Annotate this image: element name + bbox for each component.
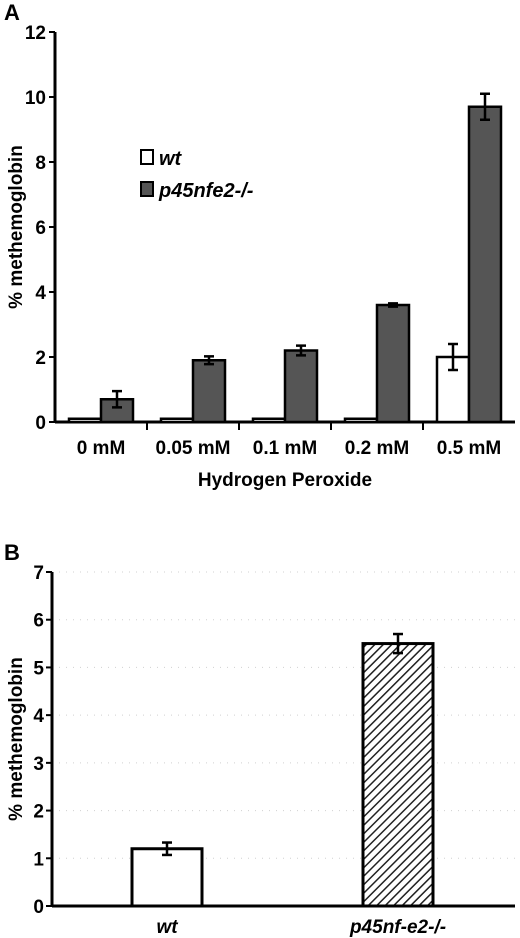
y-tick-label: 2 <box>33 802 44 823</box>
y-tick-label: 0 <box>35 413 46 434</box>
x-category-label: 0.5 mM <box>437 438 501 459</box>
x-category-label: p45nf-e2-/- <box>349 917 446 938</box>
x-category-label: 0.2 mM <box>345 438 409 459</box>
panel-b-chart: 0 1 2 3 4 5 6 7 wt p45nf-e2-/- % methemoglobin <box>6 563 515 938</box>
bar-p45nf-e2 <box>361 642 435 908</box>
bar-p45nfe2 <box>191 359 227 424</box>
x-category-label: 0.1 mM <box>253 438 317 459</box>
x-category-label: 0.05 mM <box>156 438 231 459</box>
bar-wt <box>67 417 103 424</box>
y-tick-label: 0 <box>33 897 44 918</box>
bar-p45nfe2 <box>375 303 411 424</box>
bar-wt <box>130 847 204 908</box>
bar-p45nfe2 <box>283 349 319 424</box>
y-tick-label: 12 <box>25 23 46 44</box>
x-category-label: 0 mM <box>77 438 126 459</box>
legend-swatch-p45nfe2 <box>140 181 154 197</box>
y-tick-label: 7 <box>33 563 44 584</box>
y-tick-label: 5 <box>33 658 44 679</box>
bar-wt <box>251 417 287 424</box>
y-axis-title: % methemoglobin <box>6 145 27 309</box>
legend-label-p45nfe2: p45nfe2-/- <box>158 180 254 202</box>
x-axis-title: Hydrogen Peroxide <box>198 470 372 491</box>
y-tick-label: 1 <box>33 849 44 870</box>
bar-p45nfe2 <box>467 105 503 424</box>
y-tick-label: 8 <box>35 153 46 174</box>
y-tick-label: 2 <box>35 348 46 369</box>
y-axis-title: % methemoglobin <box>6 657 27 821</box>
panel-b-letter: B <box>4 540 20 565</box>
panel-a-chart: 0 2 4 6 8 10 12 0 mM 0.05 mM 0.1 mM 0.2 mM 0.5 mM Hy… <box>6 23 515 491</box>
panel-a-letter: A <box>4 0 20 25</box>
legend-swatch-wt <box>140 149 154 165</box>
y-tick-label: 6 <box>35 218 46 239</box>
bar-wt <box>343 417 379 424</box>
x-category-label: wt <box>156 917 178 938</box>
legend-label-wt: wt <box>159 148 183 170</box>
y-tick-label: 6 <box>33 611 44 632</box>
y-tick-label: 4 <box>35 283 46 304</box>
y-tick-label: 3 <box>33 754 44 775</box>
bar-wt <box>159 417 195 424</box>
y-tick-label: 10 <box>25 88 46 109</box>
y-tick-label: 4 <box>33 706 44 727</box>
